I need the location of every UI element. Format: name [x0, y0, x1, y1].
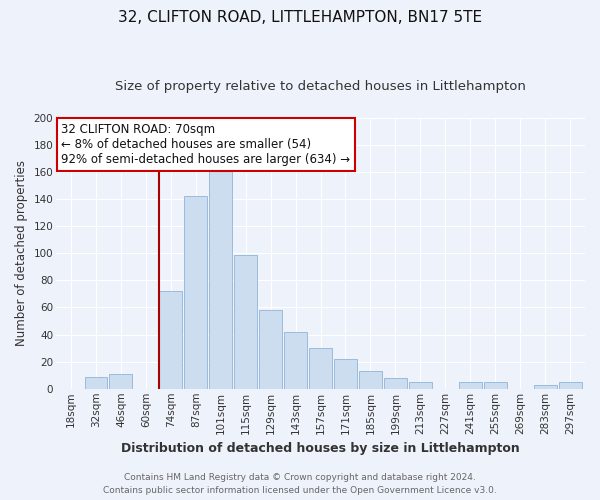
Bar: [209, 162, 232, 389]
Text: 32 CLIFTON ROAD: 70sqm
← 8% of detached houses are smaller (54)
92% of semi-deta: 32 CLIFTON ROAD: 70sqm ← 8% of detached …: [61, 123, 350, 166]
Bar: [459, 382, 482, 389]
Bar: [409, 382, 432, 389]
Y-axis label: Number of detached properties: Number of detached properties: [15, 160, 28, 346]
Bar: [533, 384, 557, 389]
Text: 32, CLIFTON ROAD, LITTLEHAMPTON, BN17 5TE: 32, CLIFTON ROAD, LITTLEHAMPTON, BN17 5T…: [118, 10, 482, 25]
Title: Size of property relative to detached houses in Littlehampton: Size of property relative to detached ho…: [115, 80, 526, 93]
Bar: [109, 374, 133, 389]
Bar: [160, 291, 182, 389]
Bar: [85, 376, 107, 389]
Bar: [309, 348, 332, 389]
Bar: [334, 359, 357, 389]
Bar: [484, 382, 506, 389]
Bar: [384, 378, 407, 389]
Bar: [284, 332, 307, 389]
Bar: [184, 196, 207, 389]
X-axis label: Distribution of detached houses by size in Littlehampton: Distribution of detached houses by size …: [121, 442, 520, 455]
Bar: [234, 254, 257, 389]
Bar: [359, 371, 382, 389]
Text: Contains HM Land Registry data © Crown copyright and database right 2024.
Contai: Contains HM Land Registry data © Crown c…: [103, 473, 497, 495]
Bar: [259, 310, 282, 389]
Bar: [559, 382, 581, 389]
